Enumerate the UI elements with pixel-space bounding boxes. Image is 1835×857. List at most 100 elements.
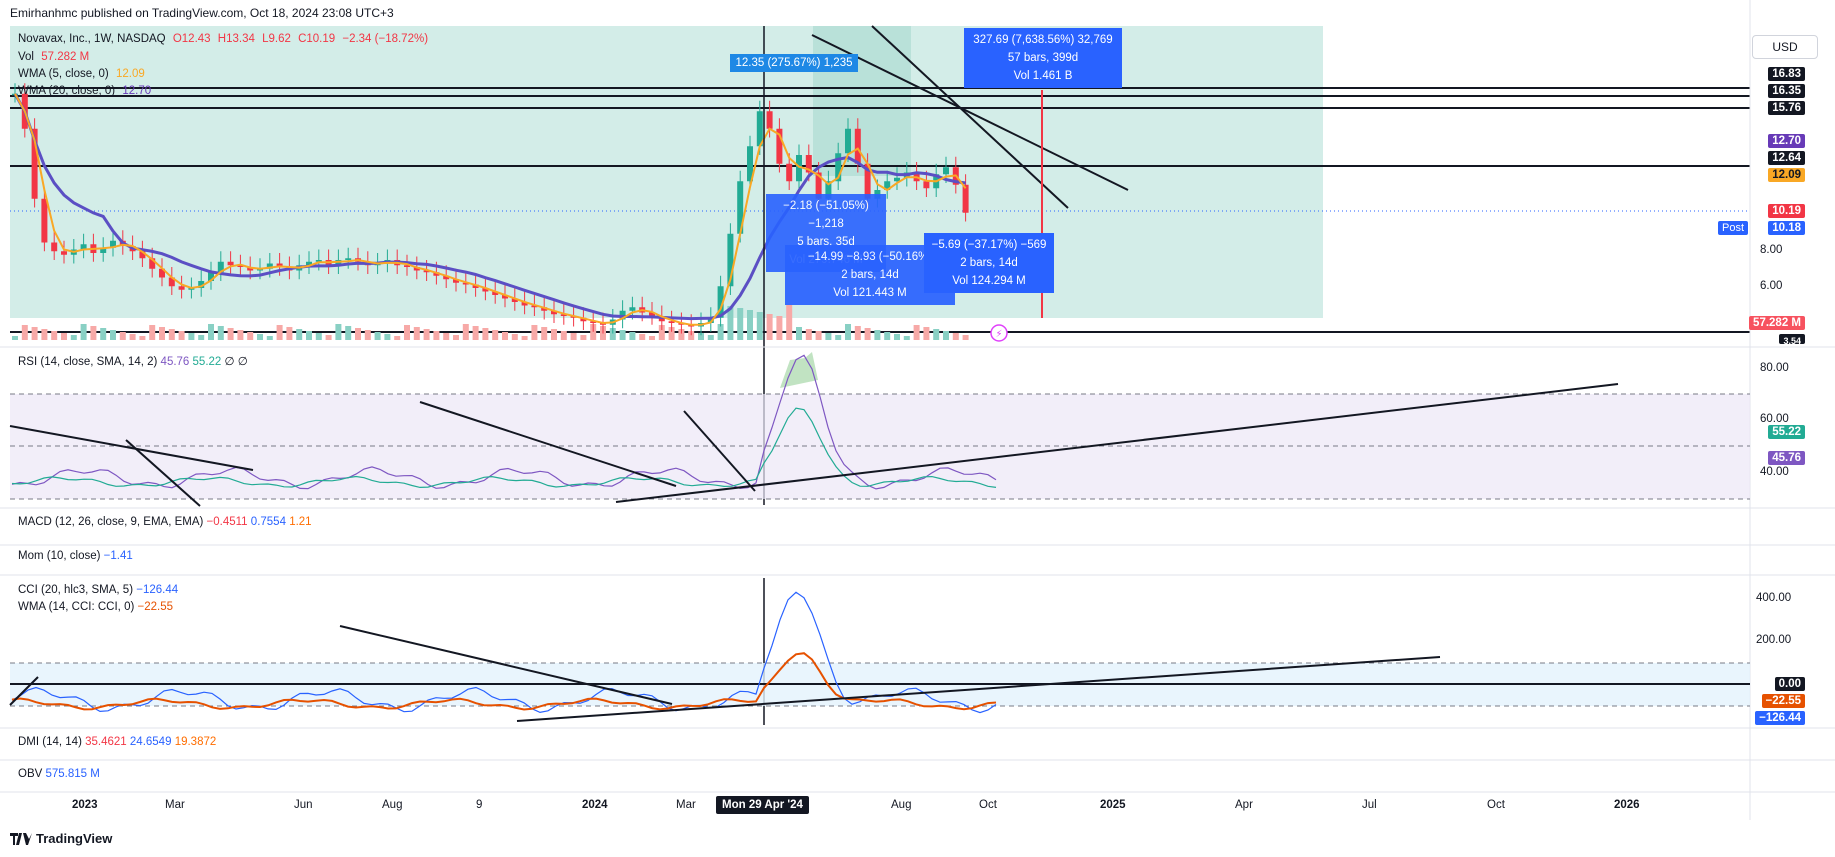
tradingview-logo[interactable]: TradingView <box>10 831 112 846</box>
price-badge: 16.83 <box>1768 67 1805 81</box>
volume-bar <box>619 330 626 340</box>
volume-bar <box>413 327 420 340</box>
candle-body <box>737 181 744 234</box>
rsi-sma-line <box>11 407 997 489</box>
candle-body <box>443 275 450 280</box>
volume-bar <box>570 333 577 340</box>
price-tick: 8.00 <box>1760 244 1783 256</box>
measure-box-drop3[interactable]: −5.69 (−37.17%) −569 2 bars, 14d Vol 124… <box>924 233 1054 293</box>
volume-bar <box>433 331 440 340</box>
cci-trendlines[interactable] <box>9 625 1441 722</box>
volume-bar <box>884 332 891 340</box>
candle-body <box>208 272 214 281</box>
cursor-date-badge: Mon 29 Apr '24 <box>716 796 809 814</box>
time-tick: 2026 <box>1614 799 1640 811</box>
wma5-legend: WMA (5, close, 0) 12.09 <box>18 68 145 80</box>
event-lightning-icon[interactable] <box>990 324 1008 342</box>
dmi-legend: DMI (14, 14) 35.4621 24.6549 19.3872 <box>18 736 216 748</box>
rsi-tick: 60.00 <box>1760 413 1789 425</box>
volume-bar <box>345 326 352 340</box>
volume-bar <box>149 325 156 340</box>
volume-bar <box>903 336 910 340</box>
time-tick: Apr <box>1235 799 1253 811</box>
volume-bar <box>815 331 822 340</box>
cci-label[interactable]: CCI (20, hlc3, SMA, 5) <box>18 584 134 596</box>
volume-bar <box>766 314 773 340</box>
cci-badge: 0.00 <box>1774 677 1805 691</box>
candle-body <box>560 314 567 316</box>
volume-bar <box>266 336 273 340</box>
candle-body <box>217 261 224 273</box>
volume-bar <box>649 336 655 340</box>
wma5-value: 12.09 <box>115 68 145 80</box>
symbol-legend: Novavax, Inc., 1W, NASDAQ O12.43 H13.34 … <box>18 33 428 45</box>
volume-bar <box>325 335 332 340</box>
close-value: C10.19 <box>298 33 336 45</box>
obv-label[interactable]: OBV <box>18 768 43 780</box>
volume-bar <box>629 332 636 340</box>
obv-value: 575.815 M <box>45 768 100 780</box>
price-badge: 12.09 <box>1768 168 1805 182</box>
measure-line: 327.69 (7,638.56%) 32,769 <box>973 34 1113 46</box>
dmi-label[interactable]: DMI (14, 14) <box>18 736 82 748</box>
volume-bar <box>756 312 763 340</box>
volume-label[interactable]: Vol <box>18 51 34 63</box>
measure-box-range[interactable]: 327.69 (7,638.56%) 32,769 57 bars, 399d … <box>964 28 1122 88</box>
time-tick: Jun <box>294 799 313 811</box>
time-axis[interactable]: 2023 Mar Jun Aug 9 2024 Mar Aug Oct 2025… <box>0 796 1750 819</box>
volume-bar <box>717 324 724 340</box>
candle-body <box>80 244 87 250</box>
rsi-badge: 55.22 <box>1768 425 1805 439</box>
candle-body <box>894 177 900 182</box>
candle-body <box>747 146 753 182</box>
volume-bar <box>776 316 783 340</box>
rsi-badge: 45.76 <box>1768 451 1805 465</box>
wma5-line <box>14 93 967 326</box>
cci-wma-label[interactable]: WMA (14, CCI: CCI, 0) <box>18 601 135 613</box>
cci-badge: −22.55 <box>1761 694 1805 708</box>
candle-body <box>629 307 636 311</box>
currency-button[interactable]: USD <box>1752 35 1818 59</box>
volume-bar <box>737 308 744 340</box>
candle-body <box>923 181 930 189</box>
rsi-trendlines[interactable] <box>9 383 1619 507</box>
volume-bar <box>41 329 48 340</box>
price-badge: 3.54 <box>1779 334 1805 344</box>
volume-bar <box>688 331 695 340</box>
volume-bar <box>51 331 58 340</box>
mom-value: −1.41 <box>103 550 133 562</box>
change-value: −2.34 (−18.72%) <box>342 33 429 45</box>
candle-body <box>766 111 773 129</box>
symbol-name[interactable]: Novavax, Inc., 1W, NASDAQ <box>18 33 166 45</box>
dmi-value-3: 19.3872 <box>174 736 217 748</box>
volume-bar <box>845 324 851 340</box>
candle-body <box>168 277 175 287</box>
rsi-band-bounds <box>10 393 1750 500</box>
trendlines-main[interactable] <box>811 25 1129 209</box>
candle-body <box>159 268 165 278</box>
candle-body <box>649 312 655 316</box>
volume-bar <box>560 331 567 340</box>
volume-bar <box>796 327 802 340</box>
volume-bar <box>541 327 548 340</box>
volume-bar <box>825 333 832 340</box>
volume-bar <box>609 328 616 340</box>
wma5-label[interactable]: WMA (5, close, 0) <box>18 68 109 80</box>
volume-bar <box>80 324 87 340</box>
rsi-label[interactable]: RSI (14, close, SMA, 14, 2) <box>18 356 158 368</box>
volume-bar <box>404 325 410 340</box>
candle-body <box>433 272 440 276</box>
volume-bar <box>178 331 185 340</box>
measure-range-highlight <box>10 26 1323 318</box>
candle-body <box>805 155 812 173</box>
measure-box-rise[interactable]: 12.35 (275.67%) 1,235 <box>730 54 858 72</box>
volume-bar <box>286 327 293 340</box>
volume-bar <box>394 336 401 340</box>
macd-label[interactable]: MACD (12, 26, close, 9, EMA, EMA) <box>18 516 204 528</box>
wma20-label[interactable]: WMA (20, close, 0) <box>18 85 116 97</box>
mom-label[interactable]: Mom (10, close) <box>18 550 101 562</box>
candle-body <box>306 261 312 266</box>
candle-body <box>198 281 205 288</box>
candle-body <box>580 317 587 322</box>
